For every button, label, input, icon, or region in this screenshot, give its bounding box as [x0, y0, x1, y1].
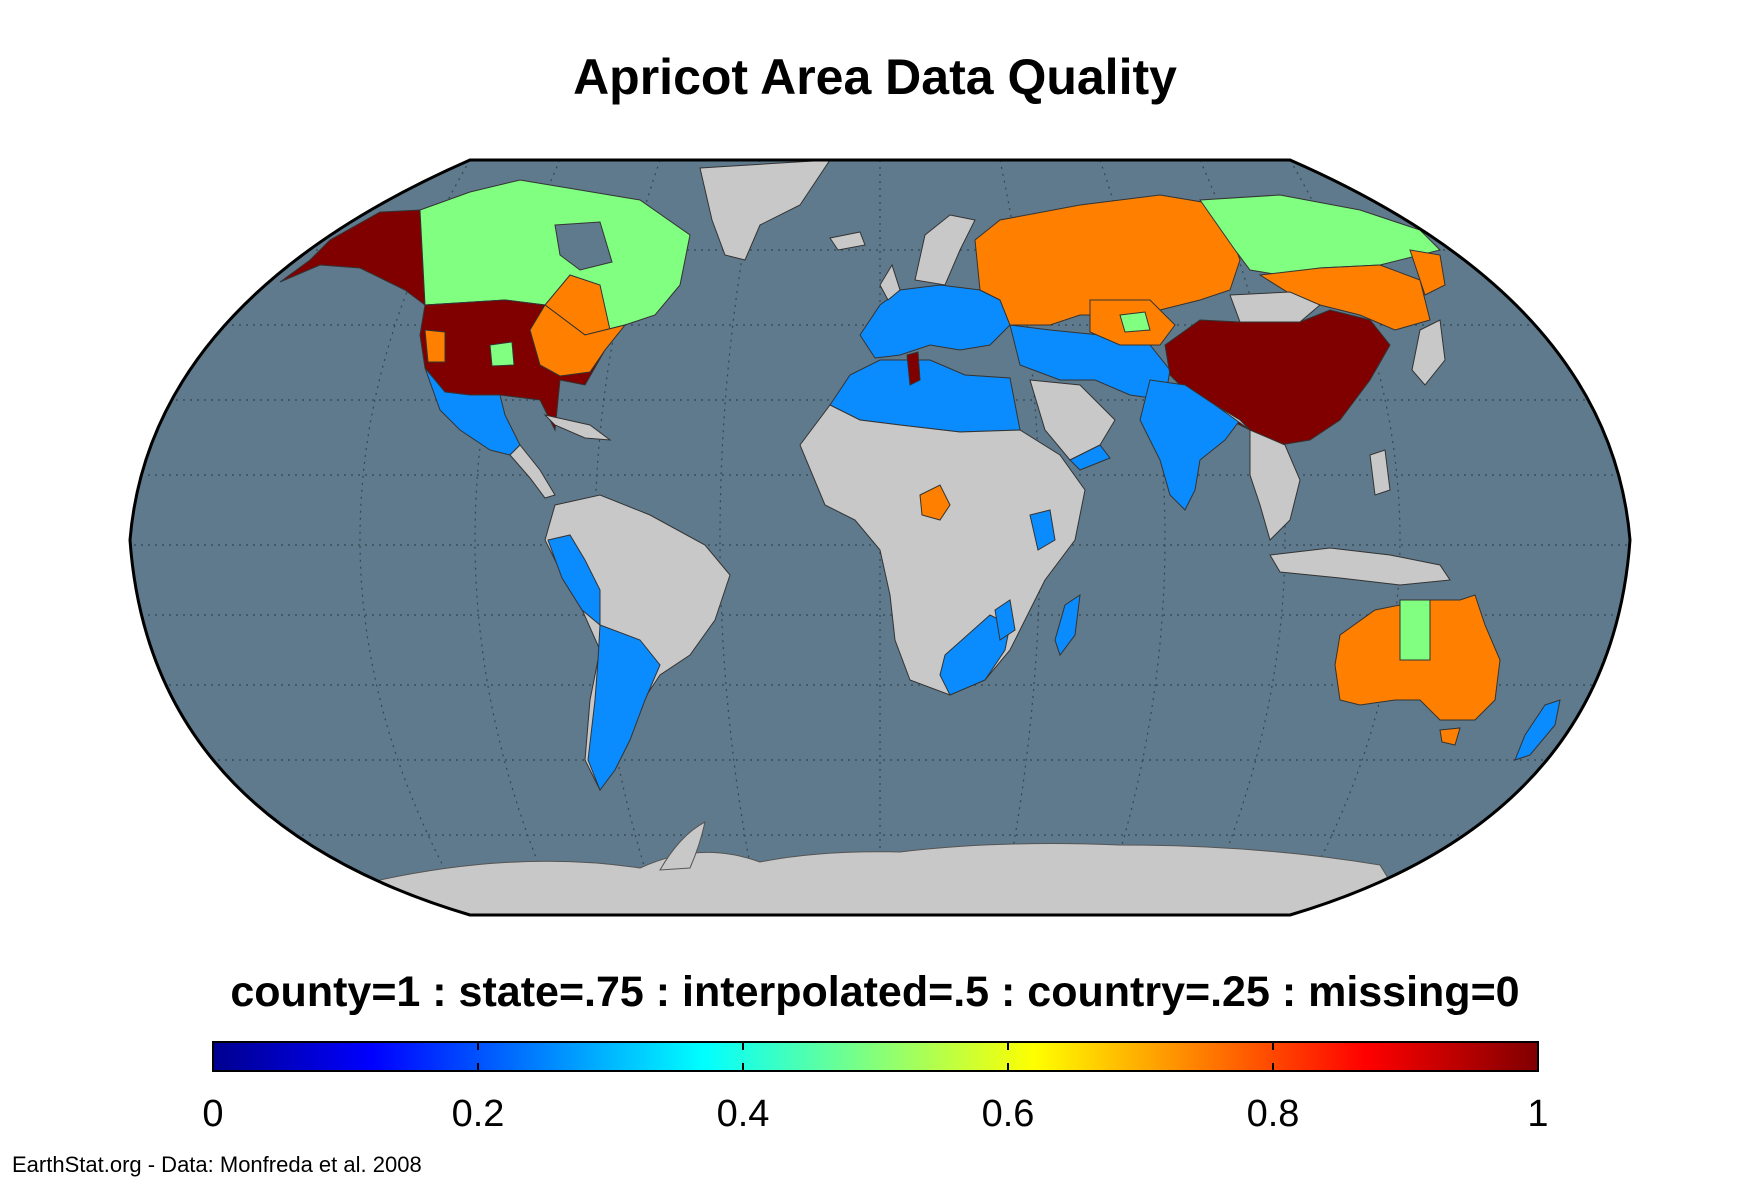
region-tasmania — [1439, 727, 1461, 746]
globe-outline — [128, 158, 1632, 917]
region-antarctic-peninsula — [659, 821, 706, 871]
region-new-zealand — [1514, 699, 1561, 761]
region-yemen — [1069, 444, 1111, 471]
colorbar — [212, 1041, 1539, 1072]
map-title: Apricot Area Data Quality — [573, 49, 1177, 105]
colorbar-tick-label: 0.8 — [1246, 1093, 1300, 1135]
region-central-america — [509, 444, 556, 499]
colorbar-tick-label: 0.4 — [716, 1093, 770, 1135]
colorbar-tick-label: 1 — [1527, 1093, 1549, 1135]
region-antarctica — [349, 843, 1421, 915]
region-mozambique — [994, 599, 1016, 641]
credit-text: EarthStat.org - Data: Monfreda et al. 20… — [12, 1152, 422, 1177]
region-tunisia — [906, 351, 921, 386]
region-kamchatka — [1409, 249, 1446, 296]
region-indonesia — [1269, 547, 1451, 586]
colorbar-tick-label: 0 — [202, 1093, 224, 1135]
region-argentina — [587, 624, 661, 792]
region-scandinavia — [914, 214, 976, 286]
region-caribbean — [543, 414, 612, 441]
region-kazakhstan-interp — [1119, 311, 1151, 333]
legend-description: county=1 : state=.75 : interpolated=.5 :… — [230, 968, 1520, 1016]
region-southern-africa — [939, 614, 1011, 696]
region-uk — [879, 263, 901, 301]
region-japan — [1411, 319, 1446, 386]
region-us-interpolated — [489, 341, 515, 367]
colorbar-ticks — [477, 1042, 1274, 1071]
region-iceland — [829, 231, 866, 251]
region-mongolia — [1229, 291, 1321, 323]
region-greenland — [699, 160, 831, 261]
region-cameroon — [919, 484, 951, 521]
region-russia — [974, 194, 1241, 326]
colorbar-tick-label: 0.2 — [451, 1093, 505, 1135]
region-kenya — [1029, 509, 1056, 551]
region-india — [1139, 379, 1241, 511]
region-us-west — [424, 329, 446, 363]
region-hudson-bay — [554, 221, 613, 271]
region-madagascar — [1054, 593, 1081, 657]
region-philippines — [1369, 449, 1391, 496]
region-tibet — [1214, 404, 1251, 431]
region-peru — [547, 534, 601, 627]
colorbar-tick-label: 0.6 — [981, 1093, 1035, 1135]
region-northern-territory — [1399, 599, 1431, 661]
region-southeast-asia — [1249, 429, 1301, 541]
region-us-northeast — [529, 304, 627, 377]
region-alaska — [279, 209, 426, 307]
